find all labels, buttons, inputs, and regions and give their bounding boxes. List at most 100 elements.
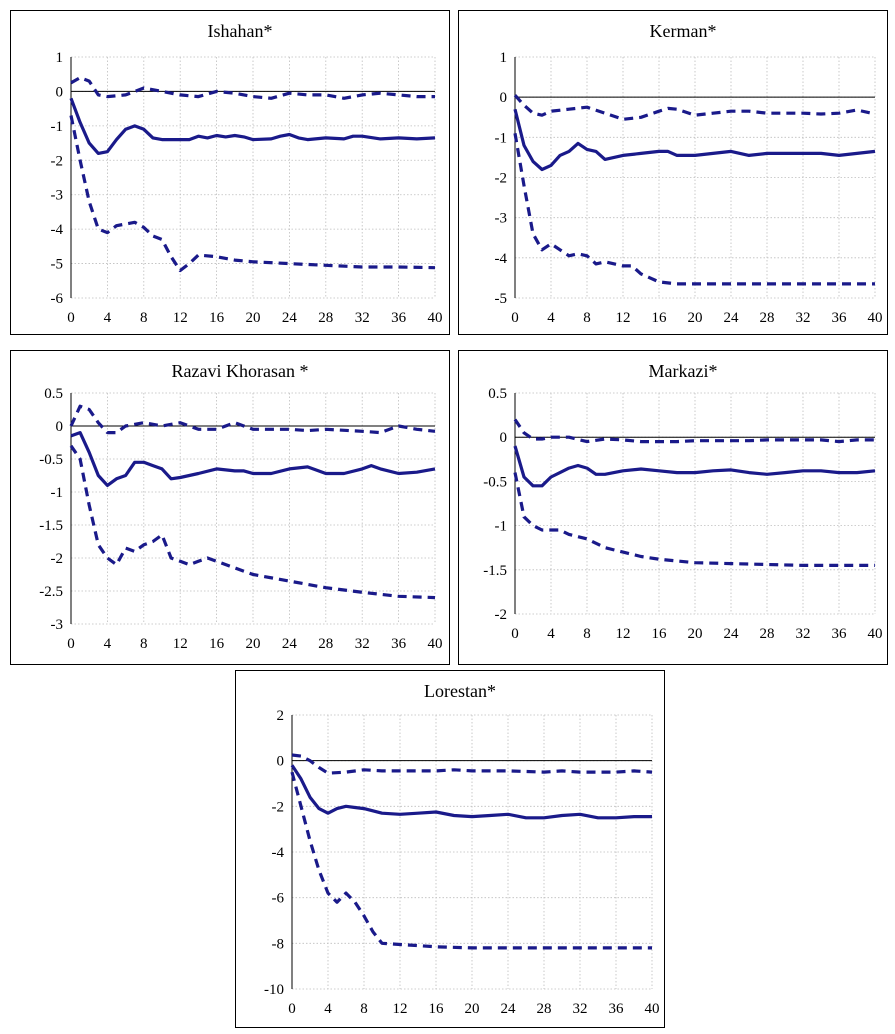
x-tick-label: 4 xyxy=(547,626,555,642)
series-line-lower-bound xyxy=(69,115,436,273)
x-tick-label: 8 xyxy=(583,626,591,642)
chart-title: Markazi* xyxy=(649,361,718,381)
x-tick-label: 24 xyxy=(724,626,740,642)
chart-title: Ishahan* xyxy=(208,21,273,41)
x-tick-label: 24 xyxy=(282,310,298,326)
x-tick-label: 0 xyxy=(511,626,519,642)
x-tick-label: 12 xyxy=(173,310,188,326)
y-tick-label: -2.5 xyxy=(39,584,63,600)
x-tick-label: 0 xyxy=(511,310,519,326)
series-line-lower-bound xyxy=(69,444,436,600)
x-tick-label: 24 xyxy=(282,636,298,652)
series-line-response xyxy=(513,445,876,488)
y-tick-label: -1 xyxy=(495,130,508,146)
x-tick-label: 24 xyxy=(724,310,740,326)
series-line-response xyxy=(69,97,436,155)
x-tick-label: 36 xyxy=(391,636,407,652)
y-tick-label: -5 xyxy=(495,291,508,307)
x-tick-label: 20 xyxy=(246,310,261,326)
x-tick-label: 32 xyxy=(573,1001,588,1017)
chart-panel-ishahan: Ishahan* 1 0 -1 -2 -3 -4 -5 -6 0 4 8 12 16 20 24 28 32 36 4… xyxy=(10,10,450,335)
x-tick-label: 28 xyxy=(537,1001,552,1017)
y-tick-label: -10 xyxy=(264,982,284,998)
chart-title: Lorestan* xyxy=(424,681,496,701)
y-tick-label: -1 xyxy=(495,519,508,535)
y-tick-label: 0.5 xyxy=(488,386,507,402)
line-chart: Markazi*0.50-0.5-1-1.5-20 4 8 12 16 20 24 28 32 3… xyxy=(483,361,883,642)
series-line-response xyxy=(513,108,876,172)
x-tick-label: 4 xyxy=(324,1001,332,1017)
x-tick-label: 36 xyxy=(609,1001,625,1017)
x-tick-label: 16 xyxy=(652,626,668,642)
series-line-upper-bound xyxy=(69,404,436,435)
x-tick-label: 40 xyxy=(868,310,883,326)
x-tick-label: 16 xyxy=(429,1001,445,1017)
y-tick-label: -0.5 xyxy=(39,452,63,468)
y-tick-label: -1 xyxy=(51,119,64,135)
y-tick-label: -4 xyxy=(51,222,64,238)
y-tick-label: -3 xyxy=(51,617,64,633)
x-tick-label: 8 xyxy=(360,1001,368,1017)
chart-title: Razavi Khorasan * xyxy=(172,361,309,381)
x-tick-label: 40 xyxy=(868,626,883,642)
y-tick-label: -3 xyxy=(495,211,508,227)
x-tick-label: 16 xyxy=(209,310,225,326)
x-tick-label: 20 xyxy=(246,636,261,652)
y-tick-label: 0.5 xyxy=(44,386,63,402)
series-line-lower-bound xyxy=(513,472,875,567)
x-tick-label: 36 xyxy=(832,626,848,642)
x-tick-label: 28 xyxy=(760,310,775,326)
x-tick-label: 20 xyxy=(688,626,703,642)
x-tick-label: 28 xyxy=(318,310,333,326)
y-tick-label: -4 xyxy=(272,845,285,861)
y-tick-label: -2 xyxy=(495,607,508,623)
x-tick-label: 12 xyxy=(616,626,631,642)
line-chart: Ishahan*10-1-2-3-4-5-60 4 8 12 16 20 24 28 32 36 4… xyxy=(51,21,443,326)
chart-panel-kerman: Kerman* 1 0 -1 -2 -3 -4 -5 0 4 8 12 16 20 24 28 32 36 40 xyxy=(458,10,888,335)
chart-title: Kerman* xyxy=(650,21,717,41)
x-tick-label: 0 xyxy=(67,310,75,326)
x-tick-label: 4 xyxy=(104,636,112,652)
chart-panel-razavi-khorasan: Razavi Khorasan * 0.5 0 -0.5 -1 -1.5 -2 -2.5 -3 0… xyxy=(10,350,450,665)
x-tick-label: 20 xyxy=(465,1001,480,1017)
y-tick-label: 2 xyxy=(277,708,285,724)
x-tick-label: 32 xyxy=(796,626,811,642)
x-tick-label: 4 xyxy=(547,310,555,326)
y-tick-label: -6 xyxy=(51,291,64,307)
y-tick-label: -2 xyxy=(51,551,64,567)
y-tick-label: -4 xyxy=(495,251,508,267)
series-line-lower-bound xyxy=(290,771,652,950)
series-line-upper-bound xyxy=(513,418,875,444)
x-tick-label: 40 xyxy=(428,310,443,326)
y-tick-label: -3 xyxy=(51,188,64,204)
x-tick-label: 0 xyxy=(67,636,75,652)
x-tick-label: 12 xyxy=(393,1001,408,1017)
y-tick-label: 1 xyxy=(500,50,508,66)
series-line-upper-bound xyxy=(291,753,653,775)
y-tick-label: 0 xyxy=(56,419,64,435)
x-tick-label: 0 xyxy=(288,1001,296,1017)
x-tick-label: 8 xyxy=(140,310,148,326)
y-tick-label: 0 xyxy=(500,90,508,106)
chart-panel-markazi: Markazi* 0.5 0 -0.5 -1 -1.5 -2 0 4 8 12 16 20 24 28 32 3… xyxy=(458,350,888,665)
series-line-response xyxy=(290,764,652,820)
y-tick-label: 0 xyxy=(277,754,285,770)
y-tick-label: -6 xyxy=(272,891,285,907)
x-tick-label: 12 xyxy=(173,636,188,652)
series-line-lower-bound xyxy=(513,133,875,286)
x-tick-label: 28 xyxy=(760,626,775,642)
x-tick-label: 32 xyxy=(355,310,370,326)
y-tick-label: 1 xyxy=(56,50,64,66)
x-tick-label: 8 xyxy=(583,310,591,326)
y-tick-label: 0 xyxy=(500,430,508,446)
series-line-upper-bound xyxy=(513,94,876,121)
x-tick-label: 16 xyxy=(209,636,225,652)
y-tick-label: -1 xyxy=(51,485,64,501)
y-tick-label: -0.5 xyxy=(483,474,507,490)
y-tick-label: -1.5 xyxy=(39,518,63,534)
x-tick-label: 28 xyxy=(318,636,333,652)
line-chart: Razavi Khorasan *0.50-0.5-1-1.5-2-2.5-30… xyxy=(39,361,442,652)
x-tick-label: 12 xyxy=(616,310,631,326)
y-tick-label: -5 xyxy=(51,257,64,273)
series-line-response xyxy=(70,431,436,487)
